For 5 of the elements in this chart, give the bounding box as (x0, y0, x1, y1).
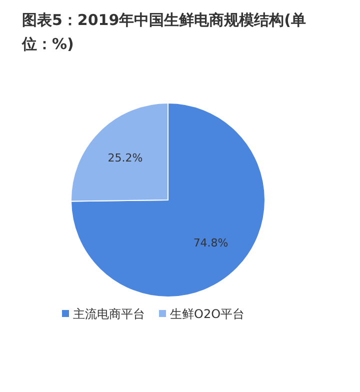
data-label: 25.2% (108, 152, 143, 165)
chart-title: 图表5：2019年中国生鲜电商规模结构(单位：%) (22, 10, 308, 55)
legend-label: 生鲜O2O平台 (170, 307, 245, 321)
data-label: 74.8% (193, 236, 228, 250)
legend-label: 主流电商平台 (73, 307, 145, 321)
